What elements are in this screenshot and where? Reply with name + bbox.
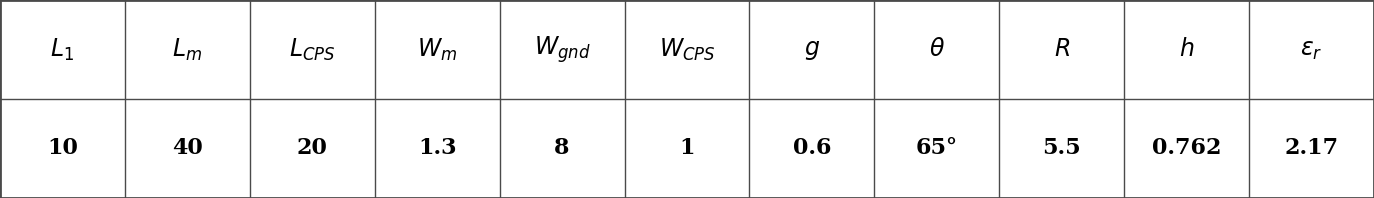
Text: $W_{gnd}$: $W_{gnd}$ xyxy=(533,34,591,65)
Text: 0.6: 0.6 xyxy=(793,137,831,160)
Text: $W_m$: $W_m$ xyxy=(418,36,458,63)
Text: $g$: $g$ xyxy=(804,37,820,62)
Text: 0.762: 0.762 xyxy=(1151,137,1221,160)
Text: 40: 40 xyxy=(172,137,203,160)
Text: $h$: $h$ xyxy=(1179,37,1194,62)
Text: 1.3: 1.3 xyxy=(418,137,456,160)
Text: $W_{CPS}$: $W_{CPS}$ xyxy=(658,36,716,63)
Text: $L_{CPS}$: $L_{CPS}$ xyxy=(289,36,335,63)
Text: $R$: $R$ xyxy=(1054,37,1070,62)
Text: $L_1$: $L_1$ xyxy=(51,36,74,63)
Text: 65°: 65° xyxy=(915,137,958,160)
Text: 8: 8 xyxy=(554,137,570,160)
Text: 5.5: 5.5 xyxy=(1043,137,1081,160)
Text: 10: 10 xyxy=(47,137,78,160)
Text: 1: 1 xyxy=(679,137,695,160)
Text: 20: 20 xyxy=(297,137,328,160)
Text: $\varepsilon_r$: $\varepsilon_r$ xyxy=(1300,37,1323,62)
Text: 2.17: 2.17 xyxy=(1285,137,1338,160)
Text: $\theta$: $\theta$ xyxy=(929,37,945,62)
Text: $L_m$: $L_m$ xyxy=(172,36,202,63)
